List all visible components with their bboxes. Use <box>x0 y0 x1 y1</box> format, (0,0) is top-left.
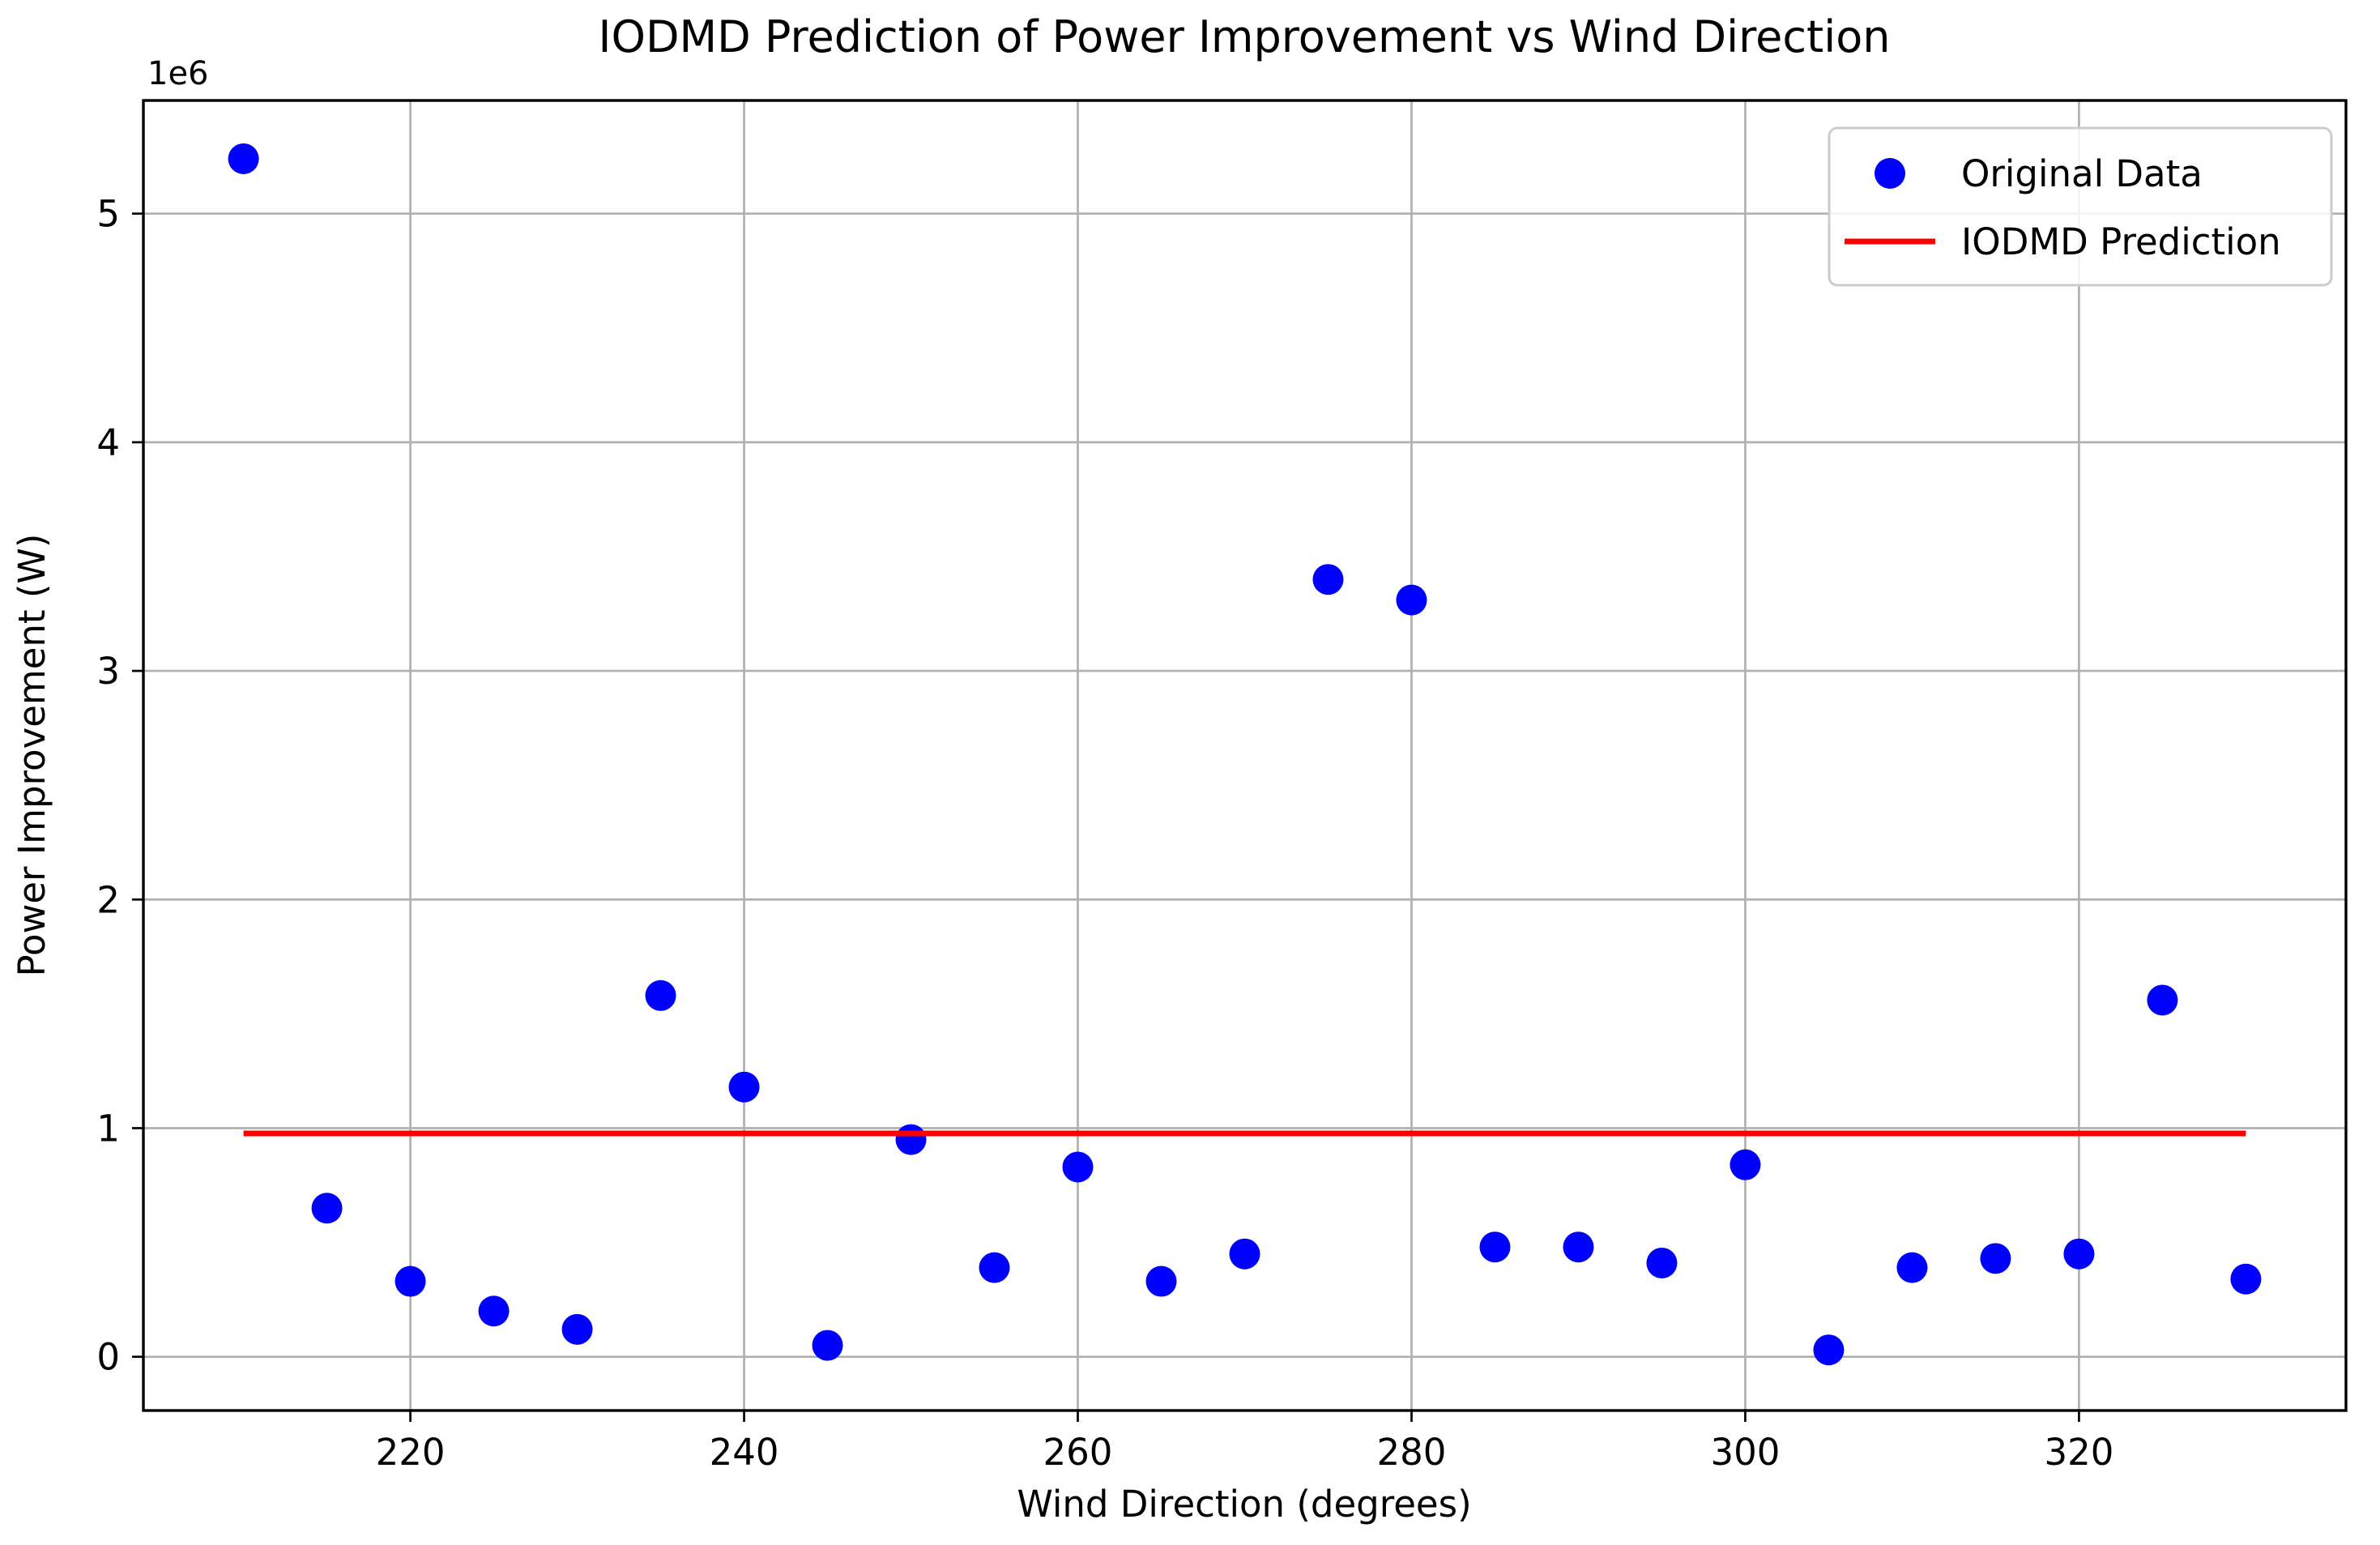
axis-ticks: 220 240 260 280 300 320 0 1 2 3 4 5 <box>96 193 2113 1474</box>
scatter-point <box>561 1313 593 1345</box>
y-tick-label: 1 <box>96 1107 120 1150</box>
y-tick-label: 4 <box>96 421 120 464</box>
chart-title: IODMD Prediction of Power Improvement vs… <box>599 11 1891 62</box>
x-tick-label: 220 <box>376 1431 446 1474</box>
y-tick-label: 3 <box>96 650 120 693</box>
scatter-point <box>1813 1334 1845 1366</box>
x-tick-label: 240 <box>710 1431 779 1474</box>
axes-spines <box>142 99 2348 1412</box>
scatter-point <box>1479 1231 1511 1263</box>
scatter-point <box>1730 1149 1761 1180</box>
y-tick-label: 5 <box>96 193 120 236</box>
legend-label-original-data: Original Data <box>1961 152 2203 195</box>
scatter-point <box>1896 1252 1928 1283</box>
legend-marker-original-data <box>1875 158 1905 189</box>
scatter-point <box>1396 584 1427 616</box>
scatter-point <box>1980 1243 2011 1274</box>
scatter-point <box>979 1252 1010 1283</box>
x-tick-label: 300 <box>1711 1431 1781 1474</box>
legend-frame <box>1828 126 2333 287</box>
scatter-point <box>1062 1151 1094 1183</box>
x-tick-label: 260 <box>1043 1431 1113 1474</box>
plot-data <box>228 143 2262 1366</box>
x-tick-label: 320 <box>2044 1431 2113 1474</box>
scatter-point <box>478 1295 510 1327</box>
y-tick-label: 2 <box>96 878 120 921</box>
y-axis-offset-label: 1e6 <box>147 55 209 92</box>
scatter-point <box>395 1265 426 1297</box>
scatter-point <box>2063 1238 2095 1270</box>
scatter-point <box>728 1071 760 1103</box>
scatter-point <box>1145 1265 1177 1297</box>
scatter-point <box>1646 1247 1678 1278</box>
axes-frame <box>142 99 2348 1412</box>
scatter-point <box>2147 984 2178 1016</box>
legend-label-iodmd-prediction: IODMD Prediction <box>1961 220 2281 263</box>
scatter-point <box>1563 1231 1594 1263</box>
x-tick-label: 280 <box>1377 1431 1447 1474</box>
x-axis-label: Wind Direction (degrees) <box>1017 1483 1471 1526</box>
legend: Original Data IODMD Prediction <box>1828 126 2333 287</box>
scatter-point <box>311 1193 343 1224</box>
scatter-point <box>895 1124 927 1155</box>
y-tick-label: 0 <box>96 1336 120 1379</box>
scatter-point <box>1312 564 1344 595</box>
scatter-point <box>645 979 676 1011</box>
scatter-point <box>2230 1263 2262 1295</box>
y-axis-label: Power Improvement (W) <box>11 534 53 977</box>
grid <box>143 100 2346 1411</box>
scatter-point <box>228 143 259 174</box>
scatter-point <box>1229 1238 1260 1270</box>
scatter-point <box>812 1329 843 1361</box>
